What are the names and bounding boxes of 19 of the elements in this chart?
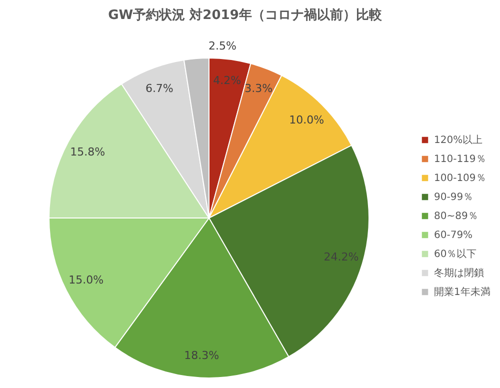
chart-title: GW予約状況 対2019年（コロナ禍以前）比較 — [108, 7, 383, 23]
data-label: 24.2% — [324, 250, 359, 264]
data-label: 10.0% — [289, 113, 324, 126]
legend-label: 60-79% — [434, 230, 473, 241]
data-label: 3.3% — [244, 82, 273, 96]
data-label: 2.5% — [208, 40, 236, 53]
data-label: 15.8% — [70, 145, 106, 158]
legend-label: 90-99％ — [434, 192, 474, 203]
legend-label: 80~89％ — [434, 211, 478, 222]
legend-label: 60％以下 — [434, 248, 477, 260]
legend-label: 110-119％ — [434, 154, 486, 165]
legend-label: 冬期は閉鎖 — [434, 267, 484, 279]
data-label: 15.0% — [68, 274, 104, 287]
data-label: 18.3% — [184, 348, 220, 362]
data-label: 6.7% — [145, 82, 174, 96]
legend-label: 開業1年未満 — [434, 286, 490, 298]
data-label: 4.2% — [213, 74, 242, 88]
legend-label: 100-109％ — [434, 173, 486, 184]
legend-label: 120%以上 — [434, 134, 483, 146]
